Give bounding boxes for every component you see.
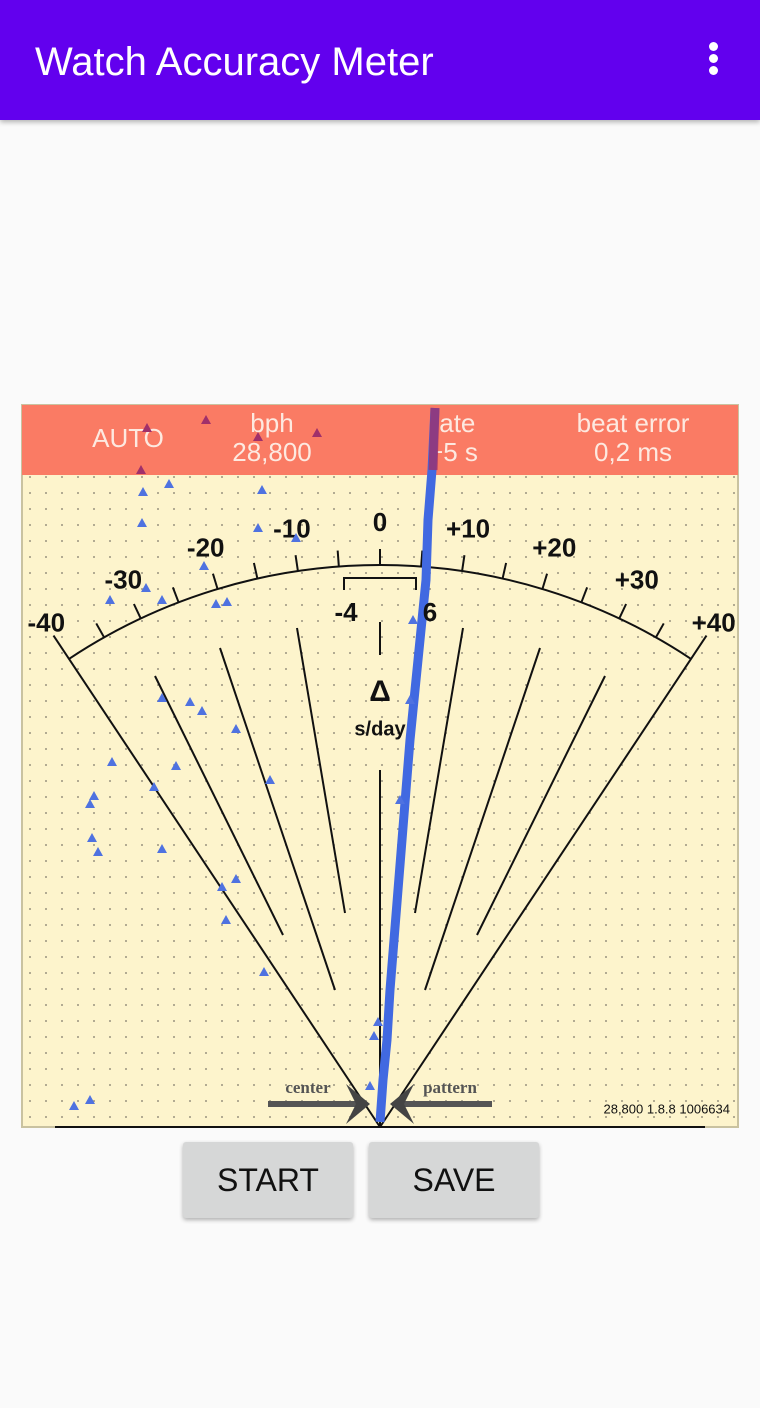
dial-edge (52, 635, 381, 1128)
version: 28,800 1.8.8 1006634 (603, 1101, 730, 1116)
sample-triangle (231, 874, 241, 883)
sample-triangle (395, 795, 405, 804)
bph-label: bph (250, 408, 293, 438)
dial-tick (95, 622, 105, 638)
sample-triangle (199, 561, 209, 570)
scatter (69, 415, 418, 1110)
window-low: -4 (334, 597, 358, 627)
sample-triangle (253, 432, 263, 441)
sample-triangle (369, 1031, 379, 1040)
dial-tick (541, 573, 549, 590)
trace-top (428, 407, 440, 471)
sample-triangle (141, 583, 151, 592)
sample-triangle (107, 757, 117, 766)
sample-triangle (157, 693, 167, 702)
sample-triangle (157, 595, 167, 604)
sample-triangle (253, 523, 263, 532)
window-high: 6 (423, 597, 437, 627)
center-label: center (285, 1078, 331, 1097)
sample-triangle (197, 706, 207, 715)
dial-tick (336, 550, 340, 567)
sample-triangle (231, 724, 241, 733)
sample-triangle (136, 465, 146, 474)
sample-triangle (217, 882, 227, 891)
delta: Δ (369, 675, 391, 708)
save-button[interactable]: SAVE (369, 1142, 539, 1218)
window: -4 6 Δ s/day (334, 597, 437, 740)
dial-tick (618, 603, 628, 619)
dial-tick (420, 550, 424, 567)
sample-triangle (142, 423, 152, 432)
dial-tick (132, 603, 142, 619)
sample-triangle (211, 599, 221, 608)
sample-triangle (157, 844, 167, 853)
sample-triangle (259, 967, 269, 976)
scale-label: +20 (532, 533, 576, 563)
sample-triangle (137, 518, 147, 527)
sample-triangle (171, 761, 181, 770)
sample-triangle (365, 1081, 375, 1090)
app-bar: Watch Accuracy Meter (0, 0, 760, 120)
dial-tick (171, 587, 180, 603)
trace (375, 407, 440, 1123)
scale-label: -30 (104, 564, 142, 594)
sample-triangle (138, 487, 148, 496)
center-pattern: center pattern (268, 1078, 492, 1124)
sample-triangle (221, 915, 231, 924)
sample-triangle (105, 595, 115, 604)
sample-triangle (291, 533, 301, 542)
scale-label: -10 (273, 513, 311, 543)
status-strip (22, 405, 738, 475)
dial-edge (379, 635, 708, 1128)
dial-tick (655, 622, 665, 638)
dial-tick (252, 562, 259, 579)
sample-triangle (164, 479, 174, 488)
unit: s/day (354, 718, 406, 740)
sample-triangle (69, 1101, 79, 1110)
scale-label: +40 (692, 608, 736, 638)
dial-tick (580, 587, 589, 603)
scale-label: -20 (187, 533, 225, 563)
sample-triangle (85, 799, 95, 808)
sample-triangle (89, 791, 99, 800)
sample-triangle (405, 695, 415, 704)
start-button[interactable]: START (183, 1142, 353, 1218)
overflow-menu[interactable] (700, 40, 726, 84)
sample-triangle (87, 833, 97, 842)
sample-triangle (312, 428, 322, 437)
dial-tick (501, 562, 508, 579)
meter: AUTO bph 28,800 rate +5 s beat error 0,2… (21, 404, 739, 1128)
scale-label: 0 (373, 507, 387, 537)
sample-triangle (93, 847, 103, 856)
pattern-label: pattern (423, 1078, 477, 1097)
sample-triangle (149, 782, 159, 791)
sample-triangle (85, 1095, 95, 1104)
scale: -40 -30 -20 -10 0 +10 +20 +30 +40 (28, 507, 736, 1128)
app-title: Watch Accuracy Meter (35, 40, 434, 84)
bph-value: 28,800 (232, 437, 312, 467)
sample-triangle (373, 1017, 383, 1026)
mode: AUTO (92, 423, 164, 453)
beat-error-label: beat error (577, 408, 690, 438)
dial-tick (294, 555, 299, 572)
beat-error-value: 0,2 ms (594, 437, 672, 467)
sample-triangle (201, 415, 211, 424)
sample-triangle (222, 597, 232, 606)
sample-triangle (257, 485, 267, 494)
sample-triangle (185, 697, 195, 706)
dial-tick (211, 573, 219, 590)
scale-label: +10 (446, 513, 490, 543)
dial-tick (461, 555, 466, 572)
sample-triangle (265, 775, 275, 784)
scale-label: +30 (615, 564, 659, 594)
scale-label: -40 (28, 608, 66, 638)
sample-triangle (408, 615, 418, 624)
